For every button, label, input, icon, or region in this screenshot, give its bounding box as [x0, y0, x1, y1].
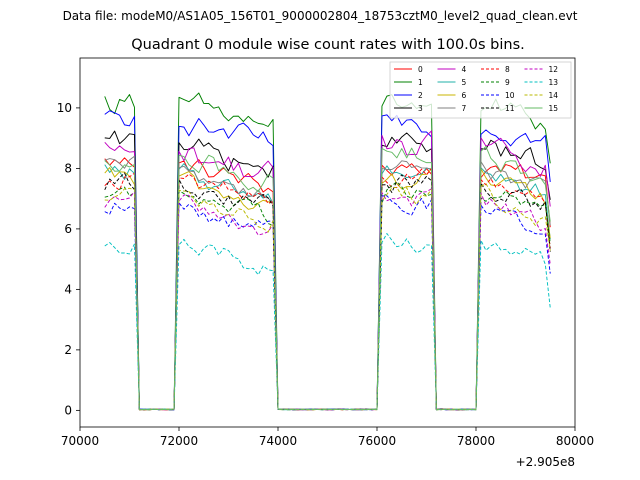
y-tick-label: 10: [57, 101, 72, 115]
legend-label-5: 5: [462, 78, 467, 87]
x-offset-label: +2.905e8: [516, 455, 575, 469]
legend-label-10: 10: [505, 91, 515, 100]
x-axis: 70000 72000 74000 76000 78000 80000: [61, 427, 594, 448]
legend-label-2: 2: [418, 91, 423, 100]
legend-label-7: 7: [462, 104, 467, 113]
legend-label-3: 3: [418, 104, 423, 113]
suptitle: Data file: modeM0/AS1A05_156T01_90000028…: [63, 9, 578, 23]
y-tick-label: 4: [64, 282, 72, 296]
axes-frame: [79, 57, 576, 428]
y-tick-label: 6: [64, 222, 72, 236]
legend-label-0: 0: [418, 65, 423, 74]
x-tick-label: 70000: [61, 434, 99, 448]
legend-label-13: 13: [549, 78, 559, 87]
chart-title: Quadrant 0 module wise count rates with …: [131, 37, 525, 53]
x-tick-label: 74000: [259, 434, 297, 448]
x-tick-label: 76000: [358, 434, 396, 448]
series-layer: [104, 92, 551, 411]
y-tick-label: 8: [64, 161, 72, 175]
legend-label-9: 9: [505, 78, 510, 87]
y-axis: 0 2 4 6 8 10: [57, 101, 80, 417]
legend-label-4: 4: [462, 65, 467, 74]
plot-area: [80, 58, 575, 427]
x-tick-label: 80000: [556, 434, 594, 448]
y-tick-label: 0: [64, 403, 72, 417]
legend-label-8: 8: [505, 65, 510, 74]
legend-box: [389, 61, 572, 119]
x-tick-label: 72000: [160, 434, 198, 448]
series-line-15: [104, 146, 551, 411]
legend-label-6: 6: [462, 91, 467, 100]
legend-label-1: 1: [418, 78, 423, 87]
y-tick-label: 2: [64, 343, 72, 357]
x-tick-label: 78000: [457, 434, 495, 448]
legend-label-14: 14: [549, 91, 559, 100]
legend-label-15: 15: [549, 104, 559, 113]
legend-label-12: 12: [549, 65, 559, 74]
legend-label-11: 11: [505, 104, 515, 113]
